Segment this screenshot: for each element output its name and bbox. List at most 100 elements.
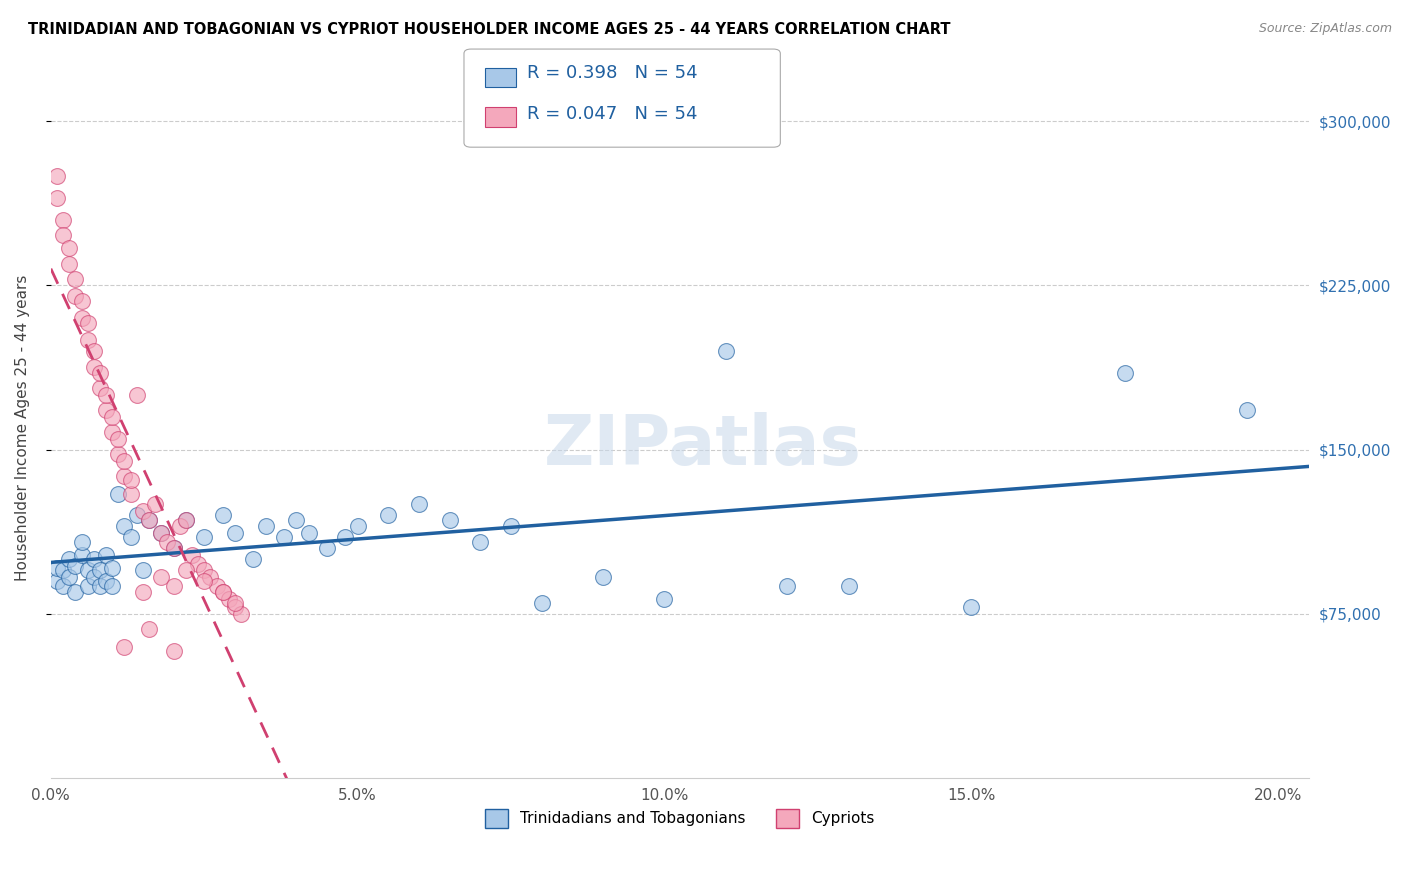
Point bbox=[46, 574, 69, 588]
Point bbox=[94, 548, 117, 562]
Point bbox=[83, 570, 105, 584]
Point bbox=[408, 498, 430, 512]
Point bbox=[150, 525, 173, 540]
Point bbox=[242, 552, 264, 566]
Point bbox=[211, 585, 233, 599]
Text: TRINIDADIAN AND TOBAGONIAN VS CYPRIOT HOUSEHOLDER INCOME AGES 25 - 44 YEARS CORR: TRINIDADIAN AND TOBAGONIAN VS CYPRIOT HO… bbox=[28, 22, 950, 37]
Point bbox=[52, 578, 75, 592]
Point bbox=[58, 552, 80, 566]
Point bbox=[52, 228, 75, 243]
Point bbox=[377, 508, 399, 523]
Point bbox=[714, 344, 737, 359]
Point bbox=[83, 344, 105, 359]
Point bbox=[346, 519, 368, 533]
Point bbox=[101, 561, 124, 575]
Point bbox=[70, 293, 93, 308]
Point bbox=[211, 508, 233, 523]
Point bbox=[162, 644, 184, 658]
Point bbox=[94, 388, 117, 402]
Point bbox=[470, 534, 492, 549]
Point bbox=[46, 561, 69, 575]
Point bbox=[174, 563, 197, 577]
Point bbox=[439, 513, 461, 527]
Point bbox=[143, 498, 166, 512]
Point bbox=[200, 570, 222, 584]
Point bbox=[52, 563, 75, 577]
Y-axis label: Householder Income Ages 25 - 44 years: Householder Income Ages 25 - 44 years bbox=[15, 275, 30, 581]
Point bbox=[89, 381, 111, 395]
Point bbox=[120, 474, 142, 488]
Point bbox=[76, 563, 98, 577]
Point bbox=[83, 552, 105, 566]
Point bbox=[335, 530, 357, 544]
Point bbox=[65, 585, 87, 599]
Point bbox=[1236, 403, 1258, 417]
Point bbox=[150, 525, 173, 540]
Point bbox=[58, 241, 80, 255]
Point bbox=[211, 585, 233, 599]
Point bbox=[89, 563, 111, 577]
Point bbox=[83, 359, 105, 374]
Point bbox=[65, 558, 87, 573]
Text: Source: ZipAtlas.com: Source: ZipAtlas.com bbox=[1258, 22, 1392, 36]
Point bbox=[65, 272, 87, 286]
Text: ZIPatlas: ZIPatlas bbox=[544, 412, 862, 480]
Point bbox=[114, 519, 136, 533]
Point bbox=[125, 388, 148, 402]
Point bbox=[120, 530, 142, 544]
Point bbox=[156, 534, 179, 549]
Point bbox=[838, 578, 860, 592]
Point bbox=[150, 570, 173, 584]
Point bbox=[224, 600, 246, 615]
Point bbox=[132, 585, 155, 599]
Point bbox=[193, 574, 215, 588]
Point bbox=[187, 557, 209, 571]
Point bbox=[530, 596, 553, 610]
Point bbox=[107, 447, 129, 461]
Point bbox=[52, 212, 75, 227]
Point bbox=[70, 311, 93, 326]
Point bbox=[285, 513, 308, 527]
Point bbox=[193, 563, 215, 577]
Point bbox=[76, 316, 98, 330]
Point bbox=[107, 486, 129, 500]
Point bbox=[229, 607, 252, 621]
Point bbox=[94, 574, 117, 588]
Point bbox=[169, 519, 191, 533]
Text: R = 0.047   N = 54: R = 0.047 N = 54 bbox=[527, 105, 697, 123]
Legend: Trinidadians and Tobagonians, Cypriots: Trinidadians and Tobagonians, Cypriots bbox=[479, 803, 880, 834]
Point bbox=[114, 453, 136, 467]
Point bbox=[592, 570, 614, 584]
Point bbox=[162, 541, 184, 556]
Point bbox=[205, 578, 228, 592]
Point bbox=[89, 578, 111, 592]
Point bbox=[654, 591, 676, 606]
Point bbox=[89, 366, 111, 380]
Point bbox=[132, 504, 155, 518]
Point bbox=[960, 600, 983, 615]
Point bbox=[174, 513, 197, 527]
Point bbox=[499, 519, 522, 533]
Point bbox=[70, 534, 93, 549]
Point bbox=[125, 508, 148, 523]
Point bbox=[273, 530, 295, 544]
Point bbox=[138, 513, 160, 527]
Point bbox=[76, 578, 98, 592]
Point bbox=[70, 548, 93, 562]
Point bbox=[101, 578, 124, 592]
Text: R = 0.398   N = 54: R = 0.398 N = 54 bbox=[527, 64, 697, 82]
Point bbox=[193, 530, 215, 544]
Point bbox=[107, 432, 129, 446]
Point bbox=[224, 596, 246, 610]
Point bbox=[58, 256, 80, 270]
Point bbox=[120, 486, 142, 500]
Point bbox=[114, 469, 136, 483]
Point bbox=[46, 191, 69, 205]
Point bbox=[138, 513, 160, 527]
Point bbox=[224, 525, 246, 540]
Point bbox=[138, 623, 160, 637]
Point bbox=[114, 640, 136, 654]
Point bbox=[58, 570, 80, 584]
Point bbox=[162, 578, 184, 592]
Point bbox=[65, 289, 87, 303]
